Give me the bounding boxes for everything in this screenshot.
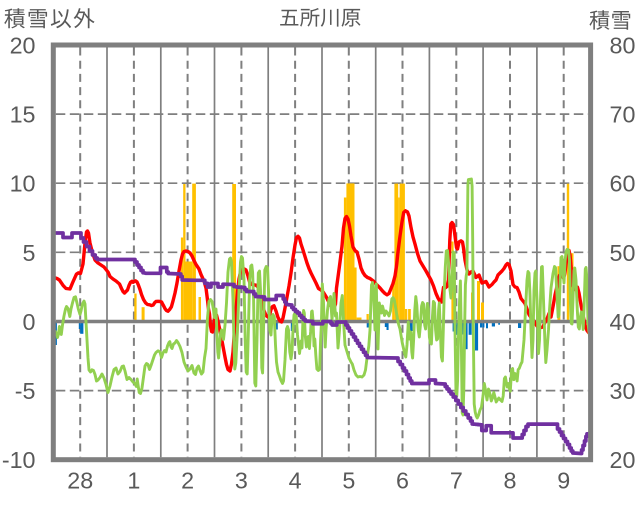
svg-text:0: 0: [23, 309, 36, 335]
svg-text:10: 10: [10, 171, 36, 197]
svg-text:40: 40: [610, 309, 636, 335]
svg-text:2: 2: [181, 467, 194, 493]
svg-text:80: 80: [610, 33, 636, 59]
svg-text:28: 28: [67, 467, 93, 493]
svg-text:30: 30: [610, 378, 636, 404]
svg-text:9: 9: [557, 467, 570, 493]
svg-text:1: 1: [127, 467, 140, 493]
svg-text:4: 4: [289, 467, 302, 493]
svg-text:5: 5: [342, 467, 355, 493]
svg-text:70: 70: [610, 102, 636, 128]
svg-text:-5: -5: [15, 378, 36, 404]
svg-text:-10: -10: [2, 447, 36, 473]
svg-text:7: 7: [450, 467, 463, 493]
svg-text:20: 20: [10, 33, 36, 59]
svg-text:60: 60: [610, 171, 636, 197]
svg-text:8: 8: [504, 467, 517, 493]
svg-text:15: 15: [10, 102, 36, 128]
svg-text:50: 50: [610, 240, 636, 266]
svg-text:5: 5: [23, 240, 36, 266]
svg-text:6: 6: [396, 467, 409, 493]
svg-text:20: 20: [610, 447, 636, 473]
svg-text:3: 3: [235, 467, 248, 493]
